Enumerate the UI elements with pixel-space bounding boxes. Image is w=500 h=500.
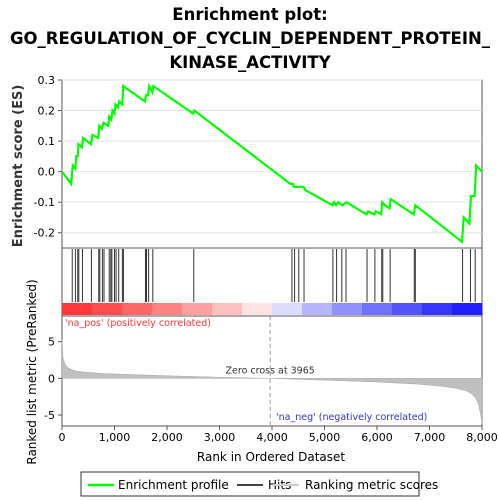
rank-x-tick-label: 4,000 — [256, 431, 288, 444]
rank-y-tick-label: 0 — [48, 372, 55, 385]
plot-title-line-3: KINASE_ACTIVITY — [169, 53, 331, 72]
es-panel-frame — [61, 79, 483, 249]
rank-color-segment — [242, 303, 273, 315]
plot-title-line-1: Enrichment plot: — [172, 5, 327, 24]
rank-x-tick-label: 8,000 — [466, 431, 498, 444]
rank-panel: Zero cross at 3965 'na_pos' (positively … — [25, 279, 498, 464]
rank-y-axis-label: Ranked list metric (PreRanked) — [25, 279, 39, 464]
rank-color-segment — [362, 303, 393, 315]
rank-x-ticks: 0 1,000 2,000 3,000 4,000 5,000 6,000 7,000 8,00… — [59, 426, 498, 444]
rank-y-tick-label: -5 — [44, 409, 55, 422]
rank-color-segment — [92, 303, 123, 315]
rank-x-tick-label: 5,000 — [309, 431, 341, 444]
rank-color-segment — [62, 303, 93, 315]
rank-color-segment — [212, 303, 243, 315]
es-y-axis-label: Enrichment score (ES) — [11, 85, 26, 248]
es-y-tick-label: -0.1 — [34, 196, 55, 209]
legend: Enrichment profile Hits Ranking metric s… — [80, 471, 438, 497]
ranking-metric-area — [61, 339, 483, 424]
rank-color-segment — [152, 303, 183, 315]
rank-color-segment — [452, 303, 483, 315]
es-y-tick-label: -0.2 — [34, 227, 55, 240]
rank-x-tick-label: 0 — [59, 431, 66, 444]
rank-x-axis-label: Rank in Ordered Dataset — [197, 450, 345, 464]
rank-x-tick-label: 2,000 — [151, 431, 183, 444]
neg-correlated-label: 'na_neg' (negatively correlated) — [276, 412, 427, 423]
rank-color-segment — [392, 303, 423, 315]
zero-cross-label: Zero cross at 3965 — [226, 365, 315, 376]
es-panel: -0.2 -0.1 0.0 0.1 0.2 0.3 Enrichment score (E… — [11, 74, 483, 249]
rank-x-tick-label: 6,000 — [361, 431, 393, 444]
pos-correlated-label: 'na_pos' (positively correlated) — [65, 318, 211, 329]
plot-title-line-2: GO_REGULATION_OF_CYCLIN_DEPENDENT_PROTEI… — [10, 29, 491, 48]
hit-markers — [71, 249, 476, 302]
rank-color-bar — [62, 303, 483, 315]
rank-color-segment — [302, 303, 333, 315]
es-y-tick-label: 0.2 — [38, 105, 56, 118]
rank-y-ticks: -5 0 5 — [44, 336, 62, 422]
rank-color-segment — [272, 303, 303, 315]
es-grid — [62, 79, 482, 234]
rank-x-tick-label: 3,000 — [204, 431, 236, 444]
rank-color-segment — [332, 303, 363, 315]
es-y-tick-label: 0.1 — [38, 135, 56, 148]
rank-x-tick-label: 7,000 — [414, 431, 446, 444]
rank-x-tick-label: 1,000 — [99, 431, 131, 444]
es-y-tick-label: 0.0 — [38, 166, 56, 179]
rank-color-segment — [422, 303, 453, 315]
es-y-tick-label: 0.3 — [38, 74, 56, 87]
rank-color-segment — [122, 303, 153, 315]
enrichment-profile-line — [61, 82, 483, 245]
legend-label-ranking-metric-scores: Ranking metric scores — [305, 478, 438, 492]
es-y-ticks: -0.2 -0.1 0.0 0.1 0.2 0.3 — [34, 74, 62, 240]
rank-y-tick-label: 5 — [48, 336, 55, 349]
rank-panel-frame — [61, 315, 483, 427]
hits-panel — [61, 247, 483, 317]
legend-label-enrichment-profile: Enrichment profile — [118, 478, 229, 492]
rank-color-segment — [182, 303, 213, 315]
